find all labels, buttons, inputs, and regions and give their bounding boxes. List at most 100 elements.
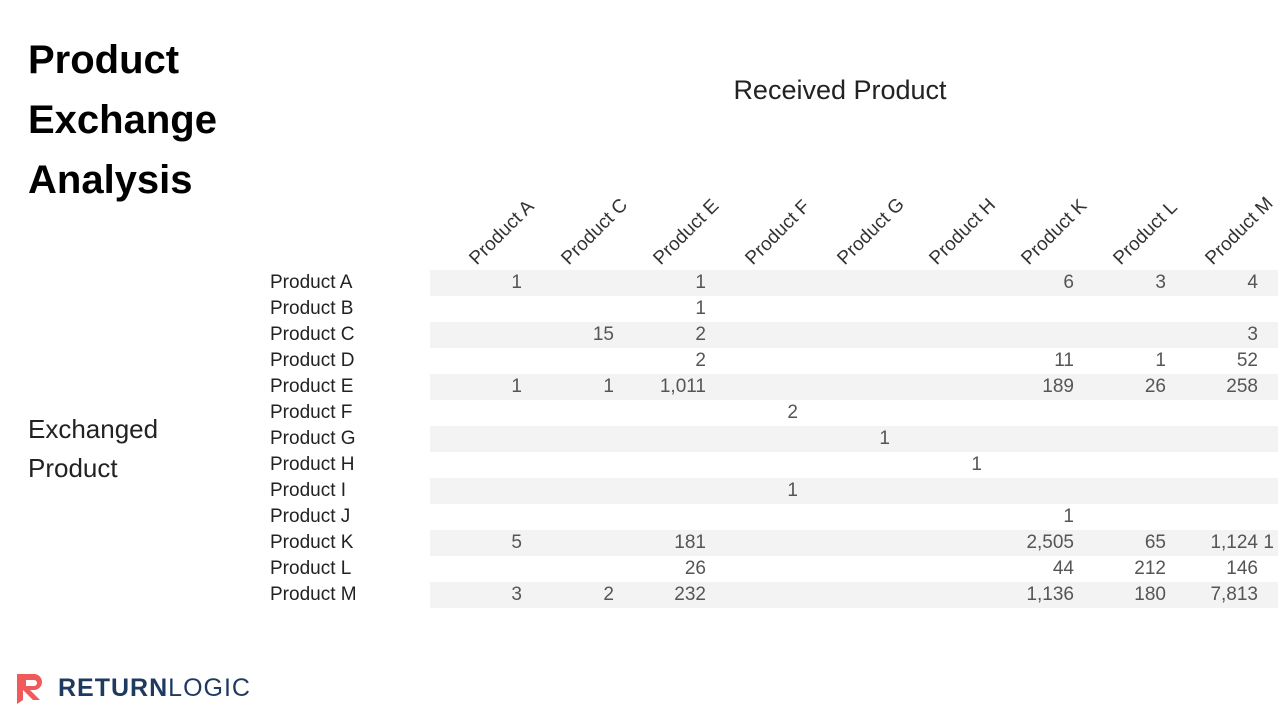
matrix-cell — [430, 452, 522, 478]
matrix-cell — [1258, 504, 1278, 530]
row-axis-title: Exchanged Product — [28, 410, 158, 488]
matrix-cell — [430, 400, 522, 426]
matrix-cell — [890, 348, 982, 374]
matrix-cell — [1258, 348, 1278, 374]
matrix-cell: 3 — [1166, 322, 1258, 348]
matrix-cell — [522, 400, 614, 426]
matrix-cell: 1,136 — [982, 582, 1074, 608]
matrix-cell — [890, 400, 982, 426]
matrix-cell: 6 — [982, 270, 1074, 296]
matrix-cell — [798, 478, 890, 504]
matrix-cell: 1 — [522, 374, 614, 400]
page-title: Product Exchange Analysis — [28, 30, 217, 210]
matrix-cell: 258 — [1166, 374, 1258, 400]
matrix-cell: 3 — [430, 582, 522, 608]
matrix-cell: 212 — [1074, 556, 1166, 582]
matrix-cell: 1 — [982, 504, 1074, 530]
matrix-cell — [614, 504, 706, 530]
matrix-cell: 5 — [430, 530, 522, 556]
column-header: Product M — [1201, 189, 1280, 270]
matrix-cell — [614, 426, 706, 452]
row-header: Product E — [270, 374, 430, 400]
matrix-cell — [982, 322, 1074, 348]
matrix-cell — [798, 556, 890, 582]
matrix-cell — [1166, 504, 1258, 530]
table-row: Product K51812,505651,1241 — [270, 530, 1278, 556]
matrix-cell — [798, 400, 890, 426]
matrix-cell: 52 — [1166, 348, 1258, 374]
matrix-cell — [522, 530, 614, 556]
matrix-cell — [798, 374, 890, 400]
matrix-cell — [982, 426, 1074, 452]
row-header: Product I — [270, 478, 430, 504]
matrix-cell: 1 — [1258, 530, 1278, 556]
matrix-cell — [798, 270, 890, 296]
matrix-cell — [706, 452, 798, 478]
row-header: Product M — [270, 582, 430, 608]
matrix-cell — [430, 322, 522, 348]
matrix-cell: 2 — [614, 322, 706, 348]
matrix-cell — [614, 478, 706, 504]
matrix-cell — [890, 478, 982, 504]
matrix-cell — [522, 348, 614, 374]
matrix-cell — [1258, 374, 1278, 400]
matrix-cell: 1,011 — [614, 374, 706, 400]
matrix-cell — [706, 322, 798, 348]
matrix-cell — [1074, 400, 1166, 426]
matrix-cell — [706, 374, 798, 400]
row-header: Product F — [270, 400, 430, 426]
column-header: Product C — [557, 189, 638, 270]
matrix-cell: 1 — [1074, 348, 1166, 374]
table-row: Product G 1 — [270, 426, 1278, 452]
matrix-cell — [1166, 426, 1258, 452]
matrix-table: Product A11634Product B1Product C1523Pro… — [270, 270, 1278, 608]
column-header: Product E — [649, 189, 730, 270]
row-header: Product G — [270, 426, 430, 452]
table-row: Product A11634 — [270, 270, 1278, 296]
matrix-cell — [1074, 478, 1166, 504]
matrix-cell — [1074, 452, 1166, 478]
matrix-cell — [798, 504, 890, 530]
matrix-cell: 11 — [982, 348, 1074, 374]
table-row: Product I1 — [270, 478, 1278, 504]
matrix-cell: 1 — [798, 426, 890, 452]
matrix-cell — [1258, 556, 1278, 582]
matrix-cell — [706, 556, 798, 582]
matrix-cell — [430, 556, 522, 582]
column-header: Product L — [1109, 189, 1190, 270]
matrix-cell — [1258, 478, 1278, 504]
matrix-cell — [982, 400, 1074, 426]
matrix-cell — [1166, 478, 1258, 504]
matrix-cell — [522, 270, 614, 296]
table-row: Product D211152 — [270, 348, 1278, 374]
column-header: Product G — [833, 189, 914, 270]
matrix-cell — [706, 530, 798, 556]
matrix-cell — [890, 374, 982, 400]
matrix-cell — [890, 504, 982, 530]
row-header: Product A — [270, 270, 430, 296]
matrix-cell — [430, 504, 522, 530]
table-row: Product H1 — [270, 452, 1278, 478]
matrix-cell — [890, 322, 982, 348]
brand-logo-bold: RETURN — [58, 674, 168, 702]
table-row: Product B1 — [270, 296, 1278, 322]
table-row: Product L2644212146 — [270, 556, 1278, 582]
table-row: Product F2 — [270, 400, 1278, 426]
row-header: Product B — [270, 296, 430, 322]
matrix-cell — [890, 530, 982, 556]
matrix-cell — [982, 452, 1074, 478]
matrix-cell — [798, 452, 890, 478]
row-axis-title-line: Exchanged — [28, 410, 158, 449]
matrix-cell: 1 — [430, 270, 522, 296]
matrix-cell — [1258, 322, 1278, 348]
matrix-cell — [706, 270, 798, 296]
row-header: Product C — [270, 322, 430, 348]
matrix-cell — [522, 426, 614, 452]
column-header: Product A — [465, 189, 546, 270]
matrix-cell: 3 — [1074, 270, 1166, 296]
row-header: Product K — [270, 530, 430, 556]
row-header: Product D — [270, 348, 430, 374]
row-header: Product L — [270, 556, 430, 582]
row-header: Product J — [270, 504, 430, 530]
matrix-cell — [706, 504, 798, 530]
